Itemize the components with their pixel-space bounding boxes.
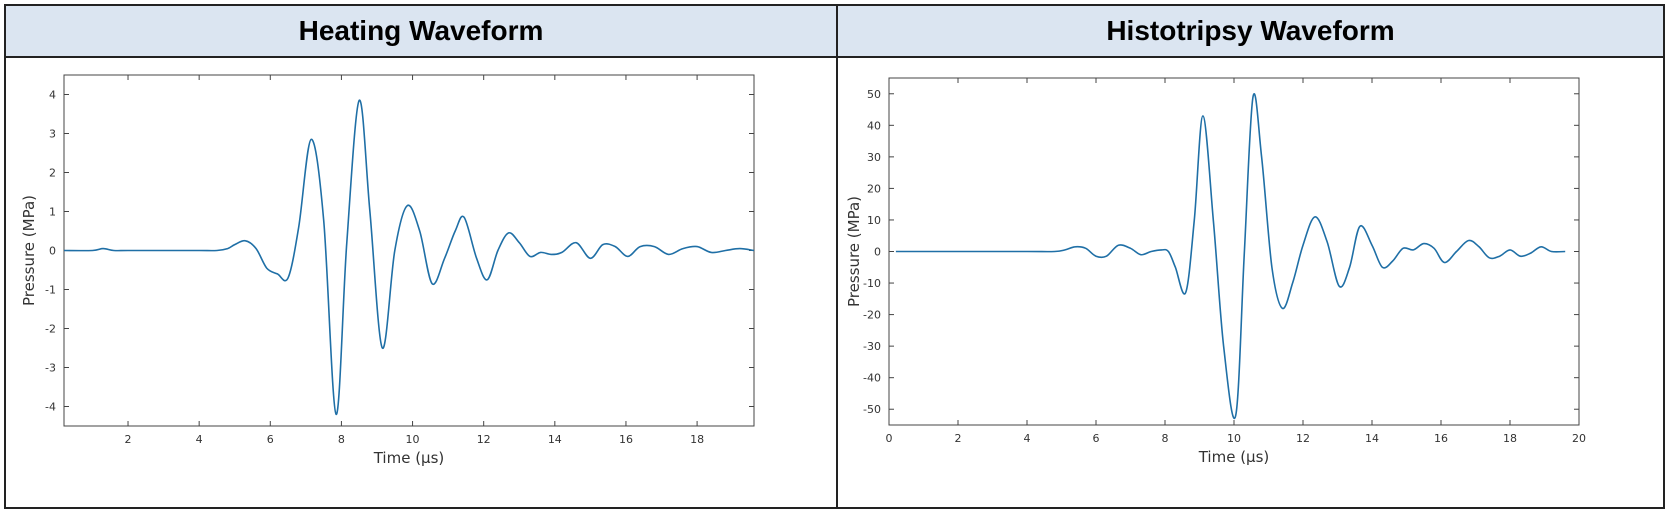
x-tick-label: 4 [1024, 432, 1031, 445]
y-tick-label: 40 [867, 119, 881, 132]
y-tick-label: -30 [863, 340, 881, 353]
x-tick-label: 18 [690, 433, 704, 446]
x-tick-label: 20 [1572, 432, 1586, 445]
y-tick-label: -40 [863, 372, 881, 385]
x-tick-label: 18 [1503, 432, 1517, 445]
y-tick-label: 4 [49, 89, 56, 102]
y-axis-label: Pressure (MPa) [20, 195, 38, 306]
y-tick-label: 1 [49, 206, 56, 219]
y-axis-label: Pressure (MPa) [845, 196, 863, 307]
waveform-line [895, 93, 1566, 419]
x-tick-label: 8 [338, 433, 345, 446]
x-tick-label: 8 [1162, 432, 1169, 445]
x-tick-label: 12 [477, 433, 491, 446]
y-tick-label: 50 [867, 88, 881, 101]
y-tick-label: -4 [45, 401, 56, 414]
histotripsy-panel: Histotripsy Waveform 0 2 4 6 8 10 12 14 16 18 20 -5… [838, 6, 1663, 507]
y-tick-label: -1 [45, 284, 56, 297]
y-tick-label: 2 [49, 167, 56, 180]
y-tick-label: -10 [863, 277, 881, 290]
heating-title: Heating Waveform [6, 6, 836, 58]
x-axis-label: Time (μs) [373, 449, 445, 467]
heating-panel: Heating Waveform 2 4 6 8 10 12 14 16 18 -4 -3 -2 -1 0… [6, 6, 838, 507]
y-tick-label: 30 [867, 151, 881, 164]
y-tick-label: 0 [874, 246, 881, 259]
histotripsy-title: Histotripsy Waveform [838, 6, 1663, 58]
histotripsy-chart: 0 2 4 6 8 10 12 14 16 18 20 -50 -40 -30 -20 -10 0 10 20 30 4… [845, 77, 1586, 466]
y-tick-label: -50 [863, 403, 881, 416]
y-tick-label: 20 [867, 182, 881, 195]
figure-frame: Heating Waveform 2 4 6 8 10 12 14 16 18 -4 -3 -2 -1 0… [4, 4, 1665, 509]
y-tick-label: -3 [45, 362, 56, 375]
x-axis-label: Time (μs) [1198, 448, 1270, 466]
waveform-line [63, 99, 755, 416]
y-tick-label: -2 [45, 323, 56, 336]
x-tick-label: 10 [406, 433, 420, 446]
y-tick-label: -20 [863, 309, 881, 322]
x-tick-label: 16 [619, 433, 633, 446]
x-tick-label: 12 [1296, 432, 1310, 445]
x-tick-label: 6 [267, 433, 274, 446]
y-tick-label: 0 [49, 245, 56, 258]
x-tick-label: 2 [955, 432, 962, 445]
x-tick-label: 16 [1434, 432, 1448, 445]
y-tick-label: 10 [867, 214, 881, 227]
x-tick-label: 10 [1227, 432, 1241, 445]
x-tick-label: 0 [886, 432, 893, 445]
x-tick-label: 6 [1093, 432, 1100, 445]
x-tick-label: 2 [125, 433, 132, 446]
y-tick-label: 3 [49, 128, 56, 141]
x-tick-label: 4 [196, 433, 203, 446]
x-tick-label: 14 [1365, 432, 1379, 445]
x-tick-label: 14 [548, 433, 562, 446]
